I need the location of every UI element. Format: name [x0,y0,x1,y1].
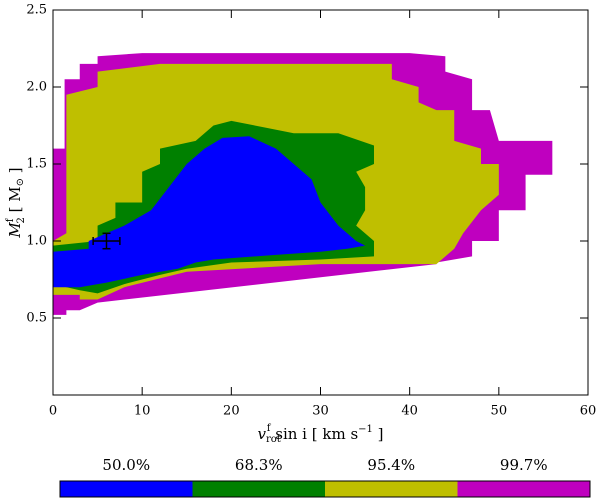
label-part: f [267,423,272,434]
label-part: f [5,217,16,222]
label-part: −1 [358,424,373,435]
legend-swatch [60,481,193,497]
label-part: M [6,222,24,239]
label-part: rot [266,434,281,445]
x-tick-label: 30 [312,404,329,419]
y-tick-label: 1.5 [26,157,47,172]
legend-label: 68.3% [235,456,283,474]
y-tick-label: 1.0 [26,234,47,249]
label-part: ⊙ [15,178,26,186]
x-tick-label: 40 [401,404,418,419]
x-axis-label: vrotf sin i [ km s−1 ] [257,423,383,445]
legend-swatch [192,481,325,497]
y-tick-label: 0.5 [26,311,47,326]
label-part: v [257,425,266,443]
y-axis-label: Mf2 [ M⊙ ] [5,167,27,238]
legend-swatch [325,481,458,497]
x-tick-label: 20 [223,404,240,419]
x-tick-label: 50 [491,404,508,419]
confidence-region [53,136,366,288]
x-tick-label: 10 [134,404,151,419]
label-part: ] [6,167,24,178]
x-tick-label: 60 [580,404,597,419]
legend-label: 99.7% [500,456,548,474]
label-part: ] [373,425,384,443]
legend-frame [59,480,591,498]
legend-label: 50.0% [102,456,150,474]
y-tick-label: 2.0 [26,80,47,95]
legend-swatch [457,481,590,497]
x-tick-label: 0 [49,404,57,419]
label-part: sin i [ km s [270,425,358,443]
y-tick-label: 2.5 [26,3,47,18]
legend-label: 95.4% [367,456,415,474]
label-part: 2 [16,217,27,223]
label-part: [ M [6,186,24,217]
